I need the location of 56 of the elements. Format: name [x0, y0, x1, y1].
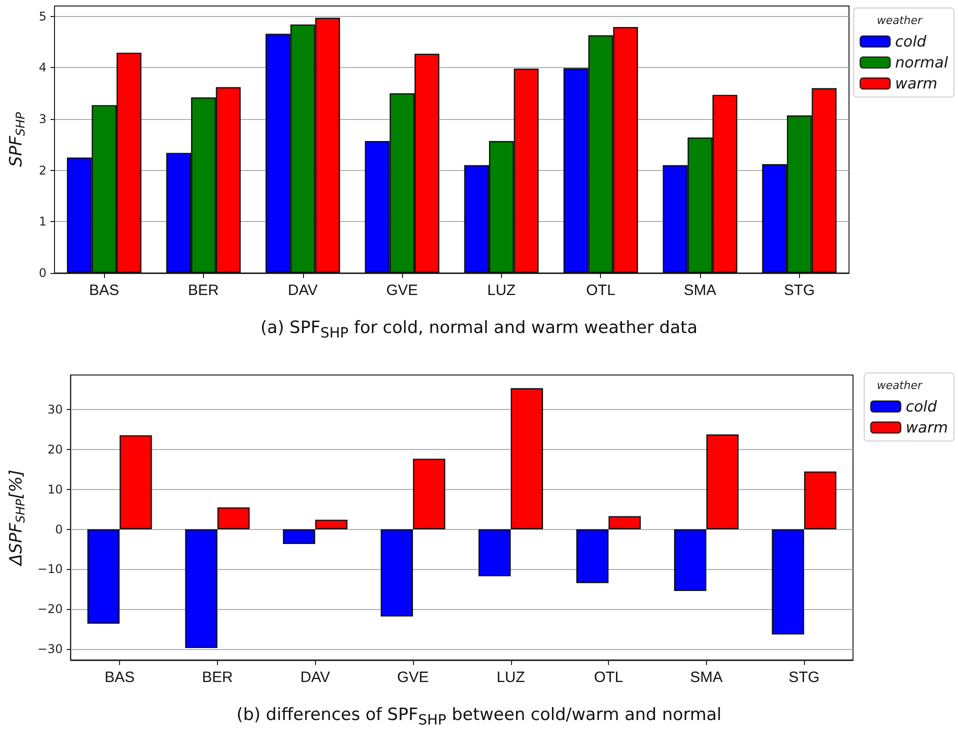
x-tick-label: OTL — [586, 282, 616, 299]
y-tick-label: −30 — [37, 642, 63, 656]
legend-label: cold — [895, 32, 927, 50]
bar — [510, 388, 544, 530]
x-tick-label: BAS — [104, 669, 135, 686]
bar — [282, 529, 316, 544]
x-tick-label: GVE — [397, 669, 429, 686]
bar — [804, 471, 836, 530]
text: (a) SPF$_{SHP}$ for cold, normal and warm weather data — [259, 318, 699, 342]
legend-title: weather — [876, 379, 924, 392]
y-axis-title: SPFSHP — [6, 111, 28, 167]
x-tick-label: OTL — [594, 669, 624, 686]
legend-label: warm — [906, 418, 948, 436]
x-tick-label: LUZ — [487, 282, 516, 299]
y-tick-label: 1 — [38, 214, 46, 229]
y-tick-label: −10 — [37, 562, 63, 576]
bar — [772, 529, 804, 634]
x-tick-label: BER — [202, 669, 233, 686]
x-tick-label: DAV — [288, 282, 318, 299]
bar — [674, 529, 706, 592]
bar — [608, 516, 641, 530]
bar — [120, 435, 152, 530]
bar — [412, 458, 446, 530]
y-tick-label: 2 — [38, 163, 46, 178]
y-tick-label: 3 — [38, 112, 46, 126]
bar — [185, 529, 218, 648]
y-tick-label: −20 — [37, 602, 63, 616]
y-tick-label: 0 — [38, 266, 46, 280]
x-tick-label: DAV — [300, 669, 330, 686]
x-tick-label: BAS — [89, 282, 120, 299]
x-tick-label: SMA — [690, 669, 723, 686]
x-tick-label: LUZ — [496, 669, 525, 686]
text: (b) differences of SPF$_{SHP}$ between cold/warm and normal — [235, 705, 723, 728]
x-tick-label: STG — [784, 282, 815, 299]
bar — [315, 520, 348, 530]
y-tick-label: 10 — [47, 482, 63, 496]
y-axis-title: ΔSPFSHP[%] — [6, 470, 28, 568]
bar — [576, 529, 609, 584]
y-tick-label: 4 — [38, 60, 46, 75]
bar — [217, 507, 250, 530]
y-tick-label: 30 — [47, 402, 63, 417]
x-tick-label: SMA — [684, 282, 716, 299]
bar — [706, 434, 739, 530]
x-tick-label: BER — [188, 282, 220, 299]
bar — [87, 529, 120, 624]
x-tick-label: STG — [788, 669, 820, 686]
legend-title: weather — [876, 14, 924, 27]
legend-label: warm — [895, 74, 938, 92]
legend-label: normal — [895, 54, 949, 72]
y-tick-label: 20 — [47, 442, 63, 457]
y-tick-label: 5 — [38, 9, 46, 24]
x-tick-label: GVE — [386, 282, 418, 299]
bar — [478, 529, 511, 576]
bar — [380, 529, 413, 617]
legend-label: cold — [906, 398, 938, 416]
y-tick-label: 0 — [55, 522, 63, 536]
